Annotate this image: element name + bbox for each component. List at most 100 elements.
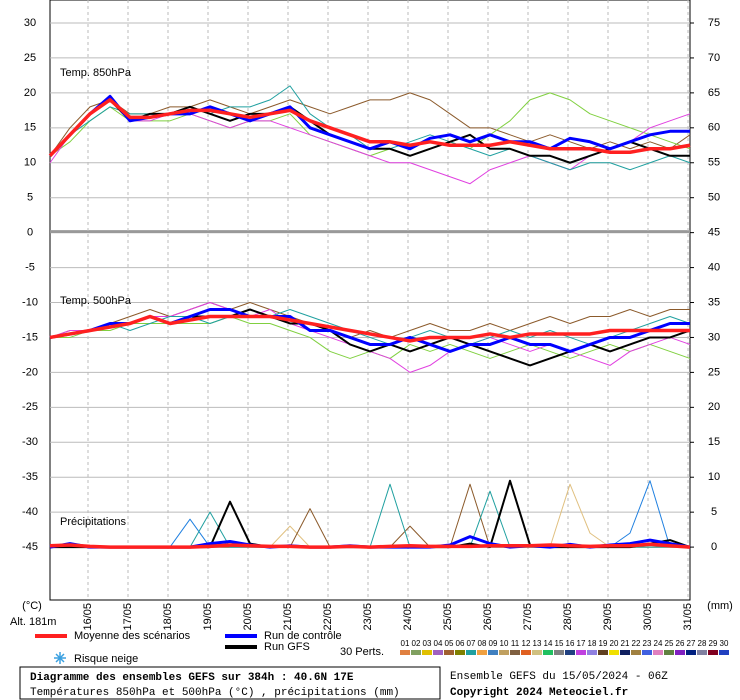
member-swatch [466,650,476,655]
x-tick-label: 18/05 [162,603,174,631]
member-swatch [697,650,707,655]
y2-unit: (mm) [707,600,733,612]
member-swatch [400,650,410,655]
member-swatch [532,650,542,655]
y2-tick-label: 30 [708,331,720,343]
x-tick-label: 29/05 [602,603,614,631]
member-swatch [708,650,718,655]
x-tick-label: 16/05 [82,603,94,631]
member-swatch [565,650,575,655]
title: Diagramme des ensembles GEFS sur 384h : … [30,672,354,684]
panel-label: Précipitations [60,516,127,528]
y2-tick-label: 10 [708,471,720,483]
legend-label: Run GFS [264,641,310,653]
member-label: 20 [610,639,619,648]
series-line [49,302,690,338]
member-swatch [422,650,432,655]
member-label: 26 [676,639,685,648]
member-swatch [543,650,553,655]
member-label: 14 [544,639,553,648]
member-swatch [686,650,696,655]
member-label: 18 [588,639,597,648]
member-swatch [411,650,421,655]
member-label: 12 [522,639,531,648]
x-tick-label: 30/05 [642,603,654,631]
x-tick-label: 21/05 [282,603,294,631]
member-swatch [455,650,465,655]
y-tick-label: 15 [24,122,36,134]
member-label: 21 [621,639,630,648]
x-tick-label: 26/05 [482,603,494,631]
member-swatch [488,650,498,655]
y2-tick-label: 20 [708,401,720,413]
member-label: 16 [566,639,575,648]
subtitle: Températures 850hPa et 500hPa (°C) , pré… [30,687,400,699]
x-tick-label: 31/05 [682,603,694,631]
x-tick-label: 28/05 [562,603,574,631]
grid [50,0,690,600]
member-swatch [620,650,630,655]
member-swatch [433,650,443,655]
member-swatch [444,650,454,655]
series-line [48,98,691,157]
y-tick-label: 0 [27,227,33,239]
x-tick-label: 25/05 [442,603,454,631]
y-tick-label: -45 [22,541,38,553]
y2-tick-label: 60 [708,122,720,134]
x-tick-label: 27/05 [522,603,534,631]
y-tick-label: 10 [24,157,36,169]
y-tick-label: 20 [24,87,36,99]
member-label: 27 [687,639,696,648]
member-label: 30 [720,639,729,648]
series-line [49,99,691,185]
member-label: 09 [489,639,498,648]
panel-label: Temp. 850hPa [60,67,132,79]
y2-tick-label: 50 [708,192,720,204]
member-label: 07 [467,639,476,648]
member-label: 03 [423,639,432,648]
x-tick-label: 24/05 [402,603,414,631]
y-tick-label: -10 [22,296,38,308]
y2-tick-label: 35 [708,296,720,308]
plot-frame [49,0,691,601]
member-label: 05 [445,639,454,648]
copyright: Copyright 2024 Meteociel.fr [450,687,628,699]
member-swatch [675,650,685,655]
y2-tick-label: 40 [708,261,720,273]
y-tick-label: 30 [24,17,36,29]
y2-tick-label: 25 [708,366,720,378]
y-tick-label: -25 [22,401,38,413]
member-label: 08 [478,639,487,648]
member-swatch [587,650,597,655]
y-tick-label: -15 [22,331,38,343]
member-swatch [510,650,520,655]
member-swatch [719,650,729,655]
member-label: 15 [555,639,564,648]
member-label: 01 [401,639,410,648]
y2-tick-label: 0 [711,541,717,553]
member-label: 17 [577,639,586,648]
y2-tick-label: 75 [708,17,720,29]
info-box [19,666,441,700]
member-label: 19 [599,639,608,648]
series-line [49,92,691,157]
member-swatch [521,650,531,655]
member-label: 25 [665,639,674,648]
y-tick-label: 25 [24,52,36,64]
legend-label: Moyenne des scénarios [74,630,191,642]
y-tick-label: -40 [22,506,38,518]
member-swatch [477,650,487,655]
legend-label: Run de contrôle [264,630,342,642]
y-tick-label: -30 [22,436,38,448]
member-label: 29 [709,639,718,648]
member-swatch [631,650,641,655]
y-unit: (°C) [22,600,42,612]
snow-icon [54,652,66,664]
member-swatch [499,650,509,655]
altitude: Alt. 181m [10,616,56,628]
y-tick-label: -20 [22,366,38,378]
x-tick-label: 23/05 [362,603,374,631]
member-label: 11 [511,639,520,648]
x-tick-label: 17/05 [122,603,134,631]
